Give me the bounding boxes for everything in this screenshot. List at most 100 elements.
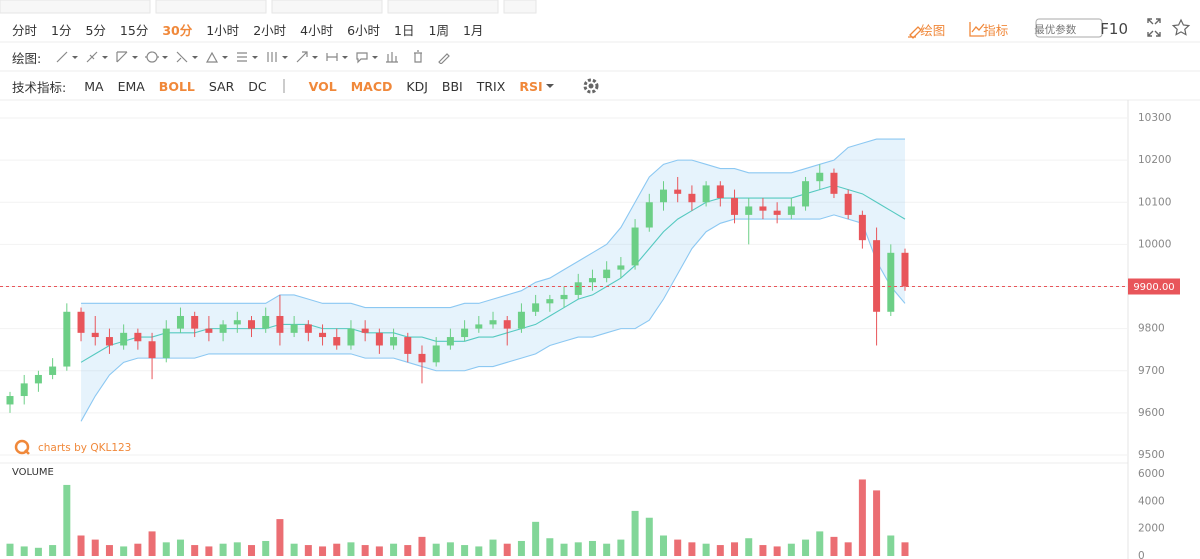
candle-body — [503, 320, 511, 329]
timeframe[interactable]: 6小时 — [347, 22, 381, 38]
tool-glyph — [267, 52, 277, 62]
f10-button[interactable]: F10 — [1100, 20, 1128, 38]
candle-body — [475, 324, 483, 329]
indicator[interactable]: SAR — [208, 78, 235, 94]
draw-tool[interactable] — [55, 50, 81, 64]
timeframe[interactable]: 2小时 — [253, 22, 287, 38]
tool-caret — [192, 56, 199, 59]
candle-body — [759, 206, 767, 211]
draw-tool[interactable] — [355, 50, 381, 64]
volume-bar — [745, 538, 753, 556]
volume-bar — [731, 542, 739, 556]
params-button[interactable] — [1035, 18, 1103, 38]
indicator[interactable]: TRIX — [476, 78, 506, 94]
timeframe[interactable]: 5分 — [85, 22, 106, 38]
draw-button[interactable]: 绘图 — [920, 22, 946, 38]
indicator[interactable]: VOL — [308, 78, 337, 94]
volume-bar — [546, 538, 554, 556]
timeframe[interactable]: 1月 — [462, 22, 484, 38]
timeframe[interactable]: 15分 — [119, 22, 149, 38]
indicator[interactable]: RSI — [519, 78, 543, 94]
candle-body — [148, 341, 156, 359]
params-label[interactable]: 最优参数 — [1034, 23, 1077, 36]
volume-bar — [262, 540, 270, 556]
tab[interactable] — [271, 0, 383, 14]
y-tick-label: 10200 — [1138, 154, 1171, 166]
timeframe[interactable]: 1分 — [51, 22, 72, 38]
indicator[interactable]: BOLL — [158, 78, 195, 94]
fullscreen-icon[interactable] — [1147, 18, 1161, 37]
volume-bar — [120, 546, 128, 556]
candle-body — [873, 240, 881, 312]
candle-body — [276, 315, 284, 333]
tab[interactable] — [387, 0, 499, 14]
volume-bar — [162, 542, 170, 556]
candle-body — [844, 193, 852, 215]
star-icon[interactable] — [1171, 18, 1191, 36]
indicator-row: 技术指标: MA EMA BOLL SAR DC VOL MACD KDJ BBI TRIX RSI — [12, 75, 557, 97]
bollinger-upper — [81, 138, 905, 309]
indicator[interactable]: MACD — [350, 78, 393, 94]
candle-body — [105, 337, 113, 346]
volume-bar — [290, 543, 298, 556]
indicator[interactable]: MA — [84, 78, 104, 94]
volume-bar — [688, 542, 696, 556]
indicator[interactable]: BBI — [441, 78, 463, 94]
candle-body — [432, 345, 440, 363]
tab[interactable] — [503, 0, 537, 14]
dropdown-icon[interactable] — [546, 84, 554, 88]
gear-icon[interactable] — [583, 78, 599, 94]
timeframe[interactable]: 1日 — [394, 22, 415, 38]
draw-tool[interactable] — [175, 50, 201, 64]
logo — [14, 439, 30, 455]
volume-bar — [390, 543, 398, 556]
timeframe-row: 分时 1分 5分 15分 30分 1小时 2小时 4小时 6小时 1日 1周 1月 — [12, 18, 497, 40]
right-tools: 绘图 指标 最优参数 F10 — [920, 18, 1188, 40]
tool-caret — [252, 56, 259, 59]
draw-tool[interactable] — [85, 50, 111, 64]
volume-bar — [219, 543, 227, 556]
indicator[interactable]: KDJ — [406, 78, 428, 94]
draw-tool[interactable] — [115, 50, 141, 64]
tool-glyph — [145, 51, 160, 63]
draw-tool[interactable] — [411, 50, 433, 64]
indicators-button[interactable]: 指标 — [983, 22, 1009, 38]
volume-bar — [20, 546, 28, 556]
indicator[interactable]: DC — [248, 78, 267, 94]
indicator[interactable]: EMA — [117, 78, 145, 94]
candle-body — [574, 282, 582, 295]
candle-body — [361, 328, 369, 333]
timeframe[interactable]: 30分 — [162, 22, 193, 38]
volume-bar — [603, 543, 611, 556]
tab[interactable] — [0, 0, 151, 14]
draw-tool[interactable] — [295, 50, 321, 64]
volume-bar — [34, 547, 42, 556]
candle-body — [745, 206, 753, 215]
volume-bar — [787, 543, 795, 556]
candle-body — [262, 315, 270, 329]
candle-body — [560, 294, 568, 300]
volume-bar — [446, 542, 454, 556]
draw-tool[interactable] — [235, 50, 261, 64]
volume-bar — [702, 543, 710, 556]
draw-tool[interactable] — [265, 50, 291, 64]
tab[interactable] — [155, 0, 267, 14]
draw-tool[interactable] — [437, 50, 459, 64]
draw-tool[interactable] — [145, 50, 171, 64]
draw-tool[interactable] — [205, 50, 231, 64]
candle-body — [716, 185, 724, 199]
candle-body — [120, 332, 128, 346]
candle-body — [588, 278, 596, 283]
volume-bar — [432, 543, 440, 556]
timeframe[interactable]: 1周 — [428, 22, 449, 38]
timeframe[interactable]: 1小时 — [206, 22, 240, 38]
draw-tool[interactable] — [385, 50, 407, 64]
timeframe[interactable]: 4小时 — [300, 22, 334, 38]
candle-body — [645, 202, 653, 228]
candle-body — [233, 320, 241, 325]
draw-tool[interactable] — [325, 50, 351, 64]
candle-body — [205, 328, 213, 333]
timeframe[interactable]: 分时 — [12, 22, 38, 38]
candle-body — [290, 324, 298, 333]
candle-body — [219, 324, 227, 333]
